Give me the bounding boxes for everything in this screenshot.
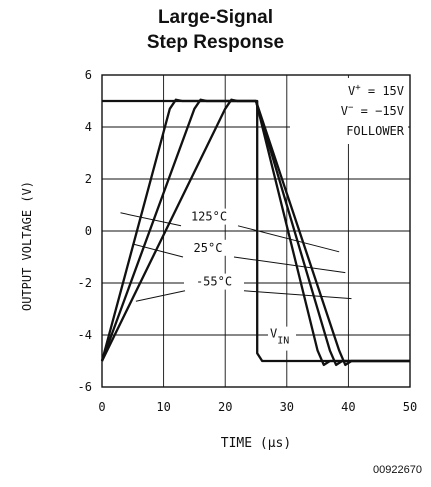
x-tick-label: 30 <box>280 400 294 414</box>
label-bg-25c <box>182 239 234 256</box>
x-tick-label: 10 <box>156 400 170 414</box>
y-tick-label: 4 <box>85 120 92 134</box>
x-tick-label: 50 <box>403 400 417 414</box>
x-axis-label: TIME (µs) <box>220 436 292 451</box>
x-tick-label: 20 <box>218 400 232 414</box>
leader-125c-right <box>237 225 340 253</box>
leader-minus55c-right <box>243 290 352 300</box>
condition-vplus: V+ = 15V <box>348 83 404 98</box>
y-tick-label: 6 <box>85 68 92 82</box>
leader-minus55c-left <box>135 290 186 302</box>
conditions-box <box>290 78 408 144</box>
label-vin: VIN <box>270 327 289 347</box>
figure-number: 00922670 <box>373 464 422 476</box>
label-25c: 25°C <box>194 241 223 255</box>
chart-title-line2: Step Response <box>146 32 285 53</box>
series-line-minus55c <box>100 98 410 367</box>
leader-25c-right <box>233 256 346 274</box>
x-tick-label: 40 <box>341 400 355 414</box>
leader-125c-left <box>120 212 182 227</box>
y-tick-label: 2 <box>85 172 92 186</box>
leader-25c-left <box>132 243 184 258</box>
label-125c: 125°C <box>191 210 227 224</box>
label-minus55c: -55°C <box>196 275 232 289</box>
y-tick-label: -6 <box>78 380 92 394</box>
condition-vminus: V− = −15V <box>341 103 404 118</box>
label-bg-minus55c <box>184 273 244 290</box>
y-tick-label: 0 <box>85 224 92 238</box>
y-tick-label: -2 <box>78 276 92 290</box>
label-bg-vin <box>268 326 296 351</box>
condition-mode: FOLLOWER <box>346 124 405 138</box>
label-bg-125c <box>180 208 238 225</box>
x-tick-label: 0 <box>98 400 105 414</box>
chart-title-line1: Large-Signal <box>157 7 274 28</box>
y-tick-label: -4 <box>78 328 92 342</box>
